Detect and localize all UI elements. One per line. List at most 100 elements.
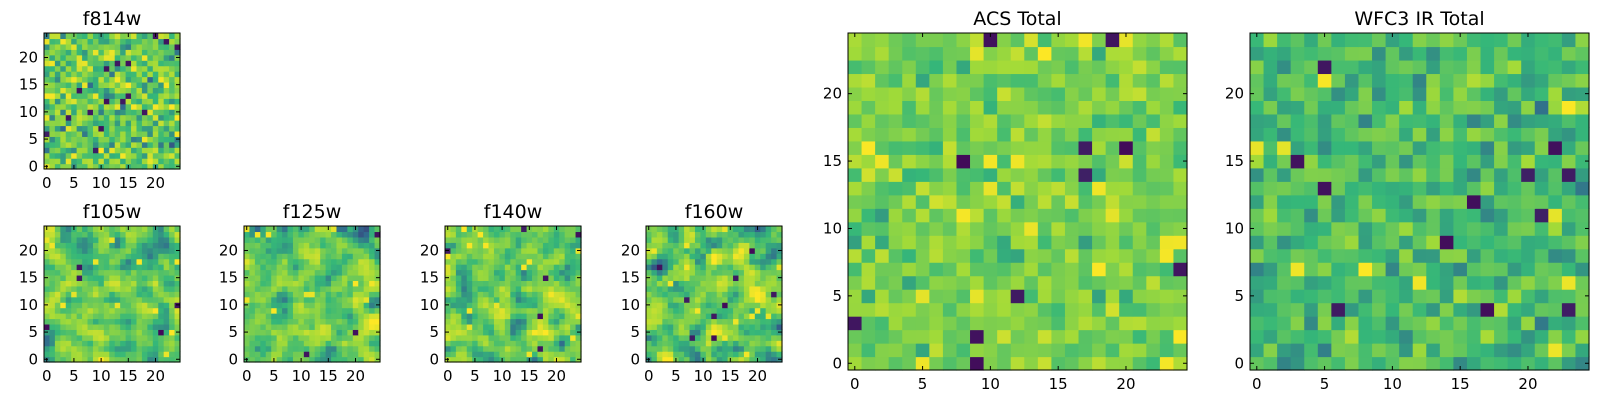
heatmap-cell — [103, 65, 110, 72]
heatmap-cell — [65, 130, 72, 137]
heatmap-cell — [347, 264, 354, 271]
heatmap-cell — [60, 158, 67, 165]
heatmap-cell — [1331, 356, 1346, 371]
heatmap-cell — [369, 231, 376, 238]
heatmap-cell — [163, 345, 170, 352]
heatmap-cell — [1494, 262, 1509, 277]
heatmap-cell — [136, 258, 143, 265]
heatmap-cell — [570, 236, 577, 243]
heatmap-cell — [1331, 73, 1346, 88]
heatmap-cell — [271, 302, 278, 309]
heatmap-cell — [673, 285, 680, 292]
heatmap-cell — [705, 345, 712, 352]
heatmap-cell — [861, 100, 876, 115]
heatmap-cell — [109, 65, 116, 72]
heatmap-cell — [1092, 140, 1107, 155]
heatmap-cell — [1290, 181, 1305, 196]
heatmap-cell — [983, 140, 998, 155]
heatmap-cell — [875, 343, 890, 358]
heatmap-cell — [875, 289, 890, 304]
heatmap-cell — [1507, 113, 1522, 128]
heatmap-cell — [559, 269, 566, 276]
heatmap-cell — [1159, 154, 1175, 169]
heatmap-cell — [358, 269, 365, 276]
heatmap-cell — [499, 269, 506, 276]
heatmap-cell — [158, 120, 165, 127]
heatmap-cell — [997, 86, 1012, 101]
heatmap-cell — [526, 264, 533, 271]
heatmap-cell — [733, 236, 740, 243]
heatmap-cell — [114, 340, 121, 347]
heatmap-cell — [548, 291, 555, 298]
heatmap-cell — [1439, 194, 1454, 209]
heatmap-cell — [1548, 343, 1563, 358]
heatmap-cell — [1507, 86, 1522, 101]
heatmap-cell — [1037, 127, 1052, 142]
heatmap-cell — [49, 351, 56, 358]
heatmap-cell — [1250, 127, 1265, 142]
heatmap-cell — [902, 275, 917, 290]
heatmap-cell — [983, 343, 998, 358]
heatmap-cell — [331, 334, 338, 341]
heatmap-cell — [711, 280, 718, 287]
heatmap-cell — [1439, 262, 1454, 277]
heatmap-cell — [1263, 46, 1278, 61]
heatmap-cell — [109, 125, 116, 132]
heatmap-cell — [65, 313, 72, 320]
heatmap-cell — [689, 253, 696, 260]
heatmap-cell — [352, 247, 359, 254]
heatmap-cell — [997, 221, 1012, 236]
heatmap-cell — [1173, 248, 1188, 263]
heatmap-cell — [309, 274, 316, 281]
heatmap-cell — [472, 264, 479, 271]
heatmap-cell — [875, 127, 890, 142]
heatmap-cell — [848, 343, 863, 358]
heatmap-cell — [65, 356, 72, 363]
heatmap-cell — [1426, 235, 1441, 250]
heatmap-cell — [526, 231, 533, 238]
heatmap-cell — [477, 253, 484, 260]
heatmap-cell — [1024, 33, 1039, 48]
heatmap-cell — [694, 318, 701, 325]
heatmap-cell — [1480, 275, 1495, 290]
heatmap-cell — [902, 221, 917, 236]
heatmap-cell — [120, 163, 127, 170]
heatmap-cell — [147, 120, 154, 127]
heatmap-cell — [92, 141, 99, 148]
heatmap-cell — [1304, 113, 1319, 128]
heatmap-cell — [1010, 154, 1025, 169]
heatmap-cell — [1037, 356, 1052, 371]
heatmap-cell — [1399, 248, 1414, 263]
heatmap-cell — [136, 264, 143, 271]
heatmap-cell — [65, 345, 72, 352]
heatmap-cell — [477, 356, 484, 363]
heatmap-cell — [548, 253, 555, 260]
heatmap-cell — [76, 291, 83, 298]
heatmap-cell — [109, 302, 116, 309]
heatmap-cell — [749, 345, 756, 352]
heatmap-cell — [722, 329, 729, 336]
heatmap-cell — [743, 226, 750, 233]
heatmap-cell — [771, 329, 778, 336]
heatmap-cell — [915, 302, 930, 317]
heatmap-cell — [1263, 302, 1278, 317]
heatmap-cell — [466, 242, 473, 249]
heatmap-cell — [169, 296, 176, 303]
heatmap-cell — [292, 356, 299, 363]
heatmap-cell — [298, 258, 305, 265]
heatmap-cell — [292, 307, 299, 314]
heatmap-cell — [493, 247, 500, 254]
heatmap-cell — [158, 54, 165, 61]
x-tick-label: 20 — [346, 367, 365, 385]
heatmap-cell — [103, 38, 110, 45]
heatmap-cell — [537, 291, 544, 298]
heatmap-cell — [292, 291, 299, 298]
heatmap-cell — [347, 274, 354, 281]
heatmap-cell — [152, 340, 159, 347]
heatmap-cell — [1290, 316, 1305, 331]
heatmap-cell — [369, 236, 376, 243]
heatmap-cell — [163, 351, 170, 358]
heatmap-cell — [103, 76, 110, 83]
heatmap-cell — [754, 291, 761, 298]
